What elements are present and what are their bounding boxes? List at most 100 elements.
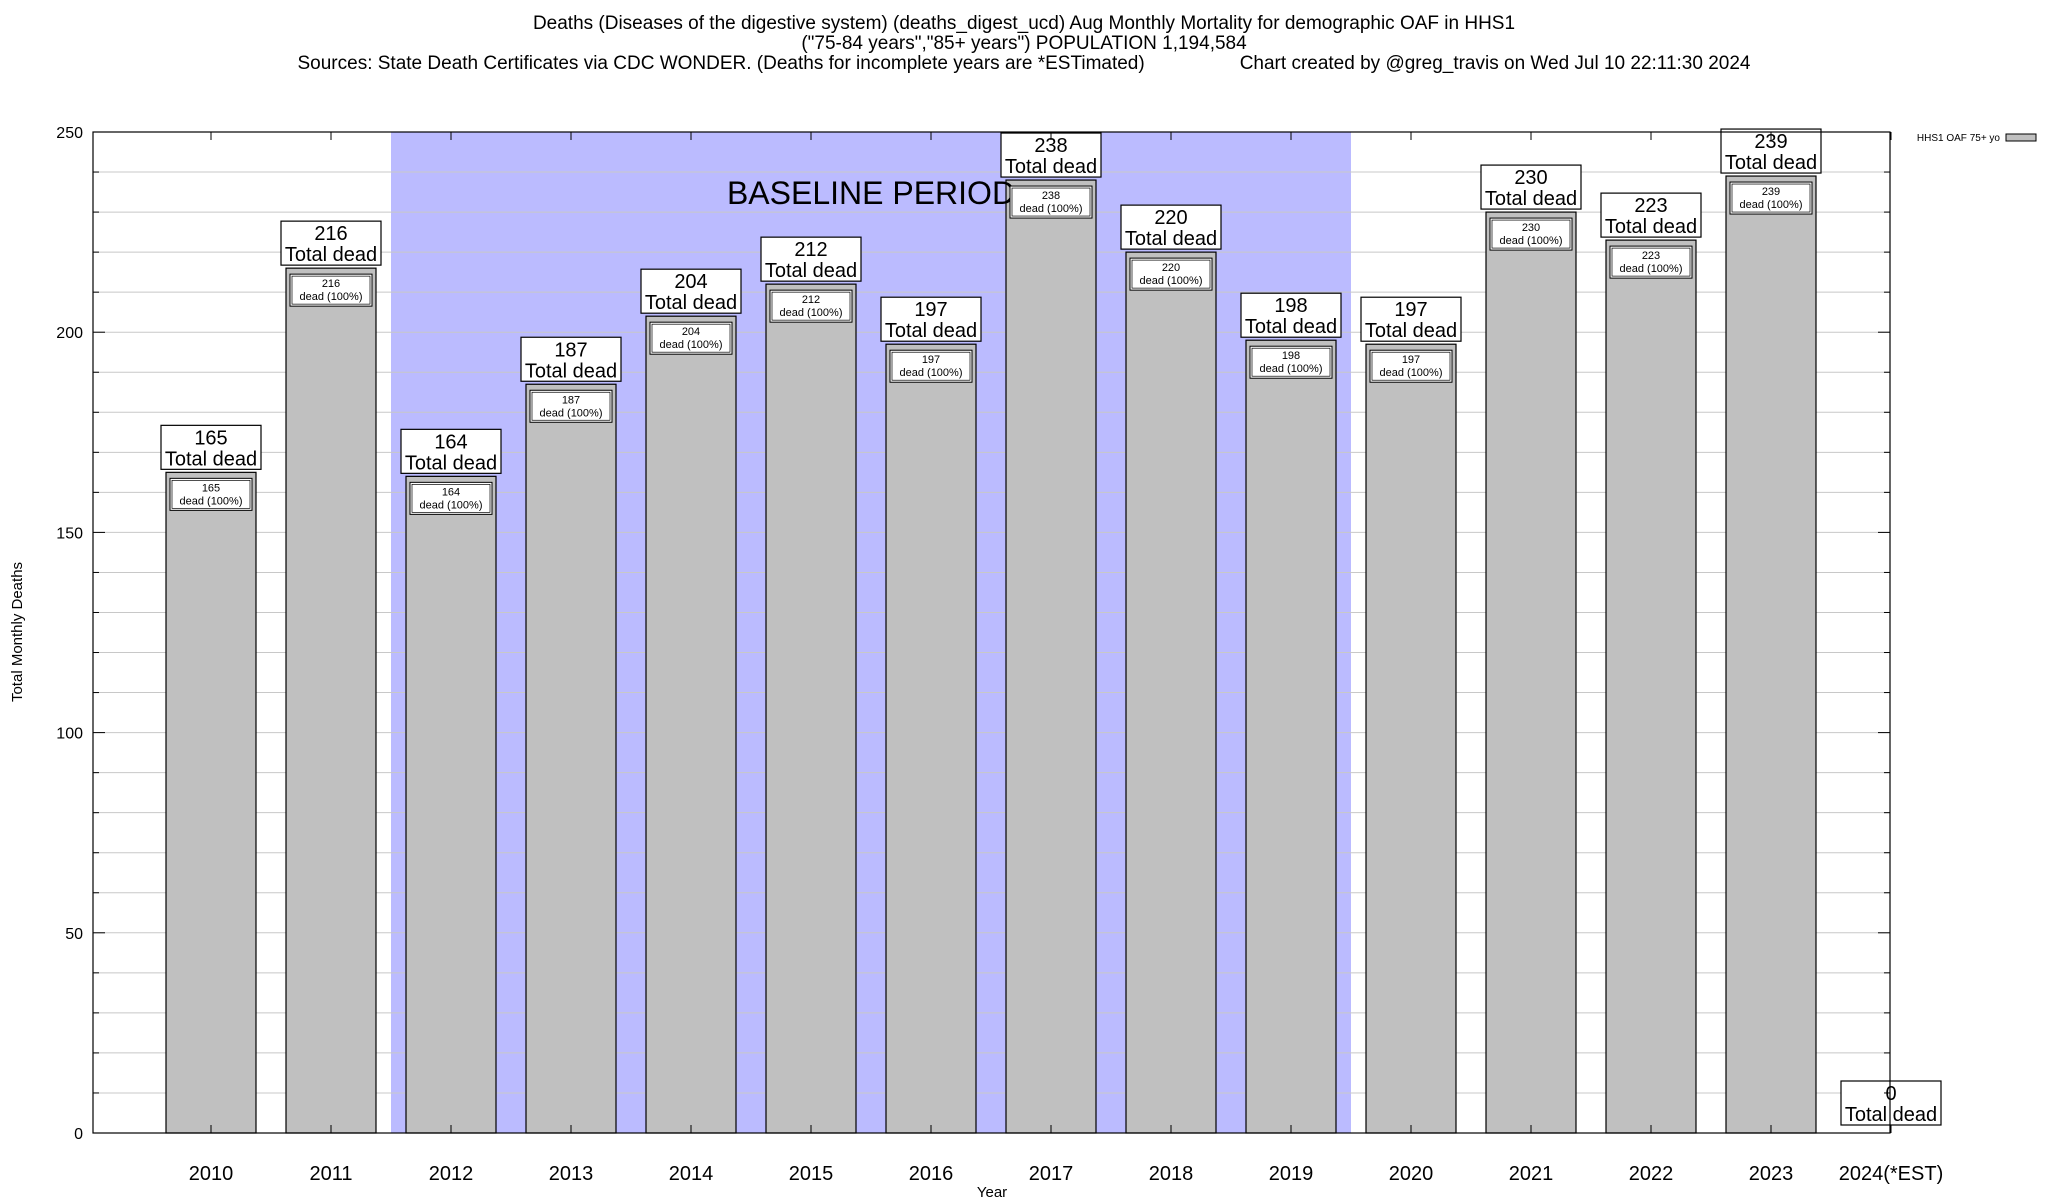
bar-inner-label-box bbox=[889, 349, 973, 383]
y-tick-label: 250 bbox=[56, 125, 83, 142]
total-label-box bbox=[1000, 132, 1102, 178]
total-label-text: Total dead bbox=[1005, 156, 1097, 178]
bar-inner-text: dead (100%) bbox=[1380, 367, 1443, 379]
x-tick-label: 2017 bbox=[1029, 1163, 1074, 1185]
total-label-text: Total dead bbox=[1605, 216, 1697, 238]
total-label-text: Total dead bbox=[765, 260, 857, 282]
bar-inner-label-box bbox=[169, 477, 253, 511]
total-label-value: 238 bbox=[1034, 135, 1067, 157]
bar-inner-text: dead (100%) bbox=[300, 291, 363, 303]
bar bbox=[1485, 211, 1577, 1134]
x-tick-label: 2012 bbox=[429, 1163, 474, 1185]
total-label-text: Total dead bbox=[645, 292, 737, 314]
bar-inner-label-frame bbox=[171, 479, 251, 509]
bar bbox=[1005, 179, 1097, 1134]
bar-inner-label-frame bbox=[1251, 347, 1331, 377]
bar-inner-label-frame bbox=[651, 323, 731, 353]
total-label-text: Total dead bbox=[1365, 320, 1457, 342]
x-tick-label: 2016 bbox=[909, 1163, 954, 1185]
x-axis-title: Year bbox=[977, 1184, 1007, 1200]
bar-inner-label-box bbox=[1249, 345, 1333, 379]
y-tick-label: 150 bbox=[56, 525, 83, 542]
plot-frame bbox=[92, 131, 1891, 1134]
bar bbox=[1605, 239, 1697, 1134]
bar bbox=[285, 267, 377, 1134]
chart-title: Deaths (Diseases of the digestive system… bbox=[0, 14, 2048, 74]
bar bbox=[1365, 343, 1457, 1134]
total-label-text: Total dead bbox=[1725, 152, 1817, 174]
bar-inner-value: 230 bbox=[1522, 222, 1540, 234]
total-label-box bbox=[1240, 292, 1342, 338]
bar-inner-value: 204 bbox=[682, 326, 700, 338]
total-label-box bbox=[160, 424, 262, 470]
total-label-text: Total dead bbox=[885, 320, 977, 342]
legend-swatch bbox=[2005, 133, 2037, 142]
x-tick-label: 2015 bbox=[789, 1163, 834, 1185]
total-label-text: Total dead bbox=[1245, 316, 1337, 338]
bar-inner-label-frame bbox=[771, 291, 851, 321]
bar-inner-label-frame bbox=[1371, 351, 1451, 381]
x-tick-label: 2018 bbox=[1149, 1163, 1194, 1185]
total-label-value: 187 bbox=[554, 339, 587, 361]
total-label-value: 223 bbox=[1634, 195, 1667, 217]
bar-inner-text: dead (100%) bbox=[780, 307, 843, 319]
total-label-text: Total dead bbox=[165, 448, 257, 470]
bar-inner-value: 212 bbox=[802, 294, 820, 306]
bar-inner-value: 187 bbox=[562, 394, 580, 406]
total-label-box bbox=[1600, 192, 1702, 238]
bar-inner-value: 239 bbox=[1762, 186, 1780, 198]
bar-inner-label-frame bbox=[1131, 259, 1211, 289]
bar-inner-value: 216 bbox=[322, 278, 340, 290]
y-tick-label: 0 bbox=[74, 1126, 83, 1143]
bar-inner-text: dead (100%) bbox=[1260, 363, 1323, 375]
bar-inner-text: dead (100%) bbox=[1620, 263, 1683, 275]
bar bbox=[1725, 175, 1817, 1134]
total-label-text: Total dead bbox=[1125, 228, 1217, 250]
total-label-box bbox=[880, 296, 982, 342]
bar-inner-label-box bbox=[1609, 245, 1693, 279]
bar-inner-value: 197 bbox=[922, 354, 940, 366]
total-label-value: 0 bbox=[1885, 1083, 1896, 1105]
total-label-value: 197 bbox=[914, 299, 947, 321]
x-tick-label: 2014 bbox=[669, 1163, 714, 1185]
total-label-box bbox=[640, 268, 742, 314]
bar-inner-label-box bbox=[1369, 349, 1453, 383]
total-label-text: Total dead bbox=[1485, 188, 1577, 210]
legend-label: HHS1 OAF 75+ yo bbox=[1917, 133, 2001, 144]
bar bbox=[1125, 251, 1217, 1134]
bar-inner-label-box bbox=[1009, 185, 1093, 219]
bar-inner-value: 220 bbox=[1162, 262, 1180, 274]
bar-inner-text: dead (100%) bbox=[1500, 235, 1563, 247]
x-tick-label: 2021 bbox=[1509, 1163, 1554, 1185]
bar-inner-label-box bbox=[769, 289, 853, 323]
bar bbox=[525, 383, 617, 1134]
total-label-value: 216 bbox=[314, 223, 347, 245]
x-tick-label: 2013 bbox=[549, 1163, 594, 1185]
bar-inner-value: 165 bbox=[202, 482, 220, 494]
bar-inner-label-box bbox=[1129, 257, 1213, 291]
total-label-value: 197 bbox=[1394, 299, 1427, 321]
bar-inner-label-box bbox=[289, 273, 373, 307]
bar bbox=[1245, 339, 1337, 1134]
total-label-value: 230 bbox=[1514, 167, 1547, 189]
title-credit: Chart created by @greg_travis on Wed Jul… bbox=[1239, 53, 1751, 74]
bar-inner-label-box bbox=[409, 481, 493, 515]
bar bbox=[405, 475, 497, 1134]
baseline-period-label: BASELINE PERIOD bbox=[727, 175, 1015, 211]
y-axis-title: Total Monthly Deaths bbox=[9, 562, 26, 702]
bar-inner-label-frame bbox=[1491, 219, 1571, 249]
y-tick-label: 200 bbox=[56, 325, 83, 342]
total-label-box bbox=[1480, 164, 1582, 210]
total-label-value: 239 bbox=[1754, 131, 1787, 153]
total-label-text: Total dead bbox=[285, 244, 377, 266]
bar-inner-text: dead (100%) bbox=[180, 495, 243, 507]
total-label-value: 165 bbox=[194, 427, 227, 449]
total-label-box bbox=[280, 220, 382, 266]
bar-inner-text: dead (100%) bbox=[540, 407, 603, 419]
title-source: Sources: State Death Certificates via CD… bbox=[297, 53, 1145, 74]
bar-inner-label-box bbox=[1729, 181, 1813, 215]
x-tick-label: 2023 bbox=[1749, 1163, 1794, 1185]
y-tick-label: 50 bbox=[65, 926, 83, 943]
x-tick-label: 2024(*EST) bbox=[1839, 1163, 1944, 1185]
